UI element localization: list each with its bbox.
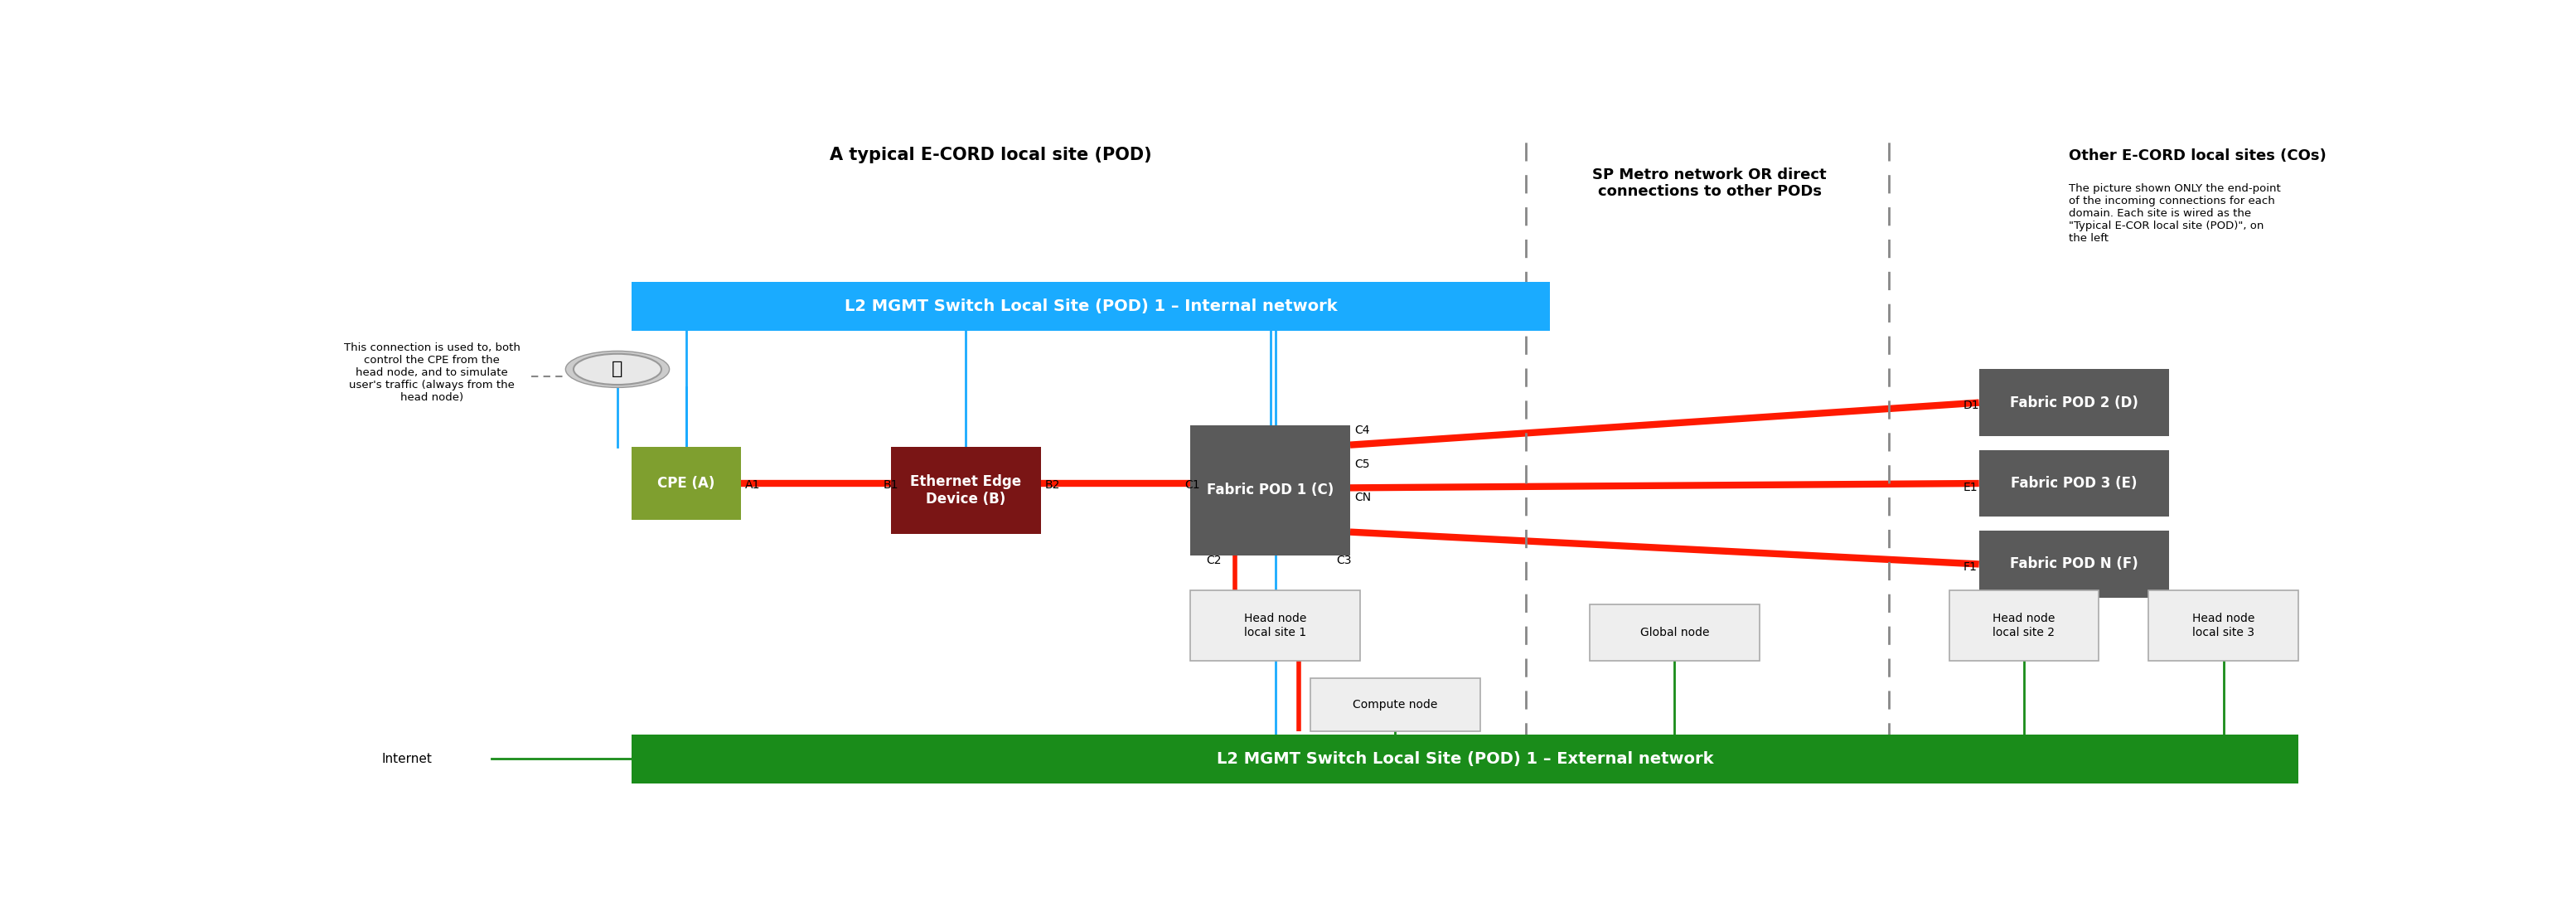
FancyBboxPatch shape — [1190, 590, 1360, 660]
Text: 👥: 👥 — [613, 361, 623, 378]
FancyBboxPatch shape — [1978, 369, 2169, 436]
Text: B1: B1 — [884, 480, 899, 491]
Text: Fabric POD N (F): Fabric POD N (F) — [2009, 556, 2138, 572]
FancyBboxPatch shape — [1190, 425, 1350, 555]
FancyBboxPatch shape — [1950, 590, 2099, 660]
Text: Fabric POD 2 (D): Fabric POD 2 (D) — [2009, 395, 2138, 410]
FancyBboxPatch shape — [1311, 679, 1479, 731]
Text: Global node: Global node — [1641, 627, 1708, 638]
Text: Compute node: Compute node — [1352, 699, 1437, 710]
Text: Internet: Internet — [381, 752, 433, 765]
FancyBboxPatch shape — [631, 447, 742, 520]
Text: The picture shown ONLY the end-point
of the incoming connections for each
domain: The picture shown ONLY the end-point of … — [2069, 183, 2280, 244]
Text: CPE (A): CPE (A) — [657, 476, 716, 491]
FancyBboxPatch shape — [631, 734, 2298, 783]
Text: Head node
local site 2: Head node local site 2 — [1994, 613, 2056, 638]
Text: C5: C5 — [1355, 458, 1370, 470]
Text: C4: C4 — [1355, 425, 1370, 436]
Text: CN: CN — [1355, 492, 1370, 503]
FancyBboxPatch shape — [631, 282, 1551, 331]
Text: Ethernet Edge
Device (B): Ethernet Edge Device (B) — [909, 474, 1023, 506]
Text: Fabric POD 1 (C): Fabric POD 1 (C) — [1206, 483, 1334, 498]
Text: F1: F1 — [1963, 562, 1976, 573]
FancyBboxPatch shape — [891, 447, 1041, 534]
Text: This connection is used to, both
control the CPE from the
head node, and to simu: This connection is used to, both control… — [343, 343, 520, 403]
FancyBboxPatch shape — [1978, 531, 2169, 597]
Text: Fabric POD 3 (E): Fabric POD 3 (E) — [2012, 476, 2138, 491]
Text: A typical E-CORD local site (POD): A typical E-CORD local site (POD) — [829, 147, 1151, 163]
Text: D1: D1 — [1963, 400, 1978, 411]
Text: Head node
local site 1: Head node local site 1 — [1244, 613, 1306, 638]
Text: C1: C1 — [1185, 480, 1200, 491]
FancyBboxPatch shape — [1978, 450, 2169, 517]
Text: A1: A1 — [744, 480, 760, 491]
Circle shape — [574, 354, 662, 385]
Circle shape — [567, 351, 670, 388]
Text: C2: C2 — [1206, 554, 1221, 566]
Text: E1: E1 — [1963, 482, 1978, 493]
Text: SP Metro network OR direct
connections to other PODs: SP Metro network OR direct connections t… — [1592, 167, 1826, 199]
Text: L2 MGMT Switch Local Site (POD) 1 – Internal network: L2 MGMT Switch Local Site (POD) 1 – Inte… — [845, 298, 1337, 314]
FancyBboxPatch shape — [1589, 605, 1759, 660]
Text: L2 MGMT Switch Local Site (POD) 1 – External network: L2 MGMT Switch Local Site (POD) 1 – Exte… — [1216, 751, 1713, 767]
Text: C3: C3 — [1337, 554, 1352, 566]
FancyBboxPatch shape — [2148, 590, 2298, 660]
Text: Head node
local site 3: Head node local site 3 — [2192, 613, 2254, 638]
Text: Other E-CORD local sites (COs): Other E-CORD local sites (COs) — [2069, 148, 2326, 163]
Text: B2: B2 — [1046, 480, 1059, 491]
